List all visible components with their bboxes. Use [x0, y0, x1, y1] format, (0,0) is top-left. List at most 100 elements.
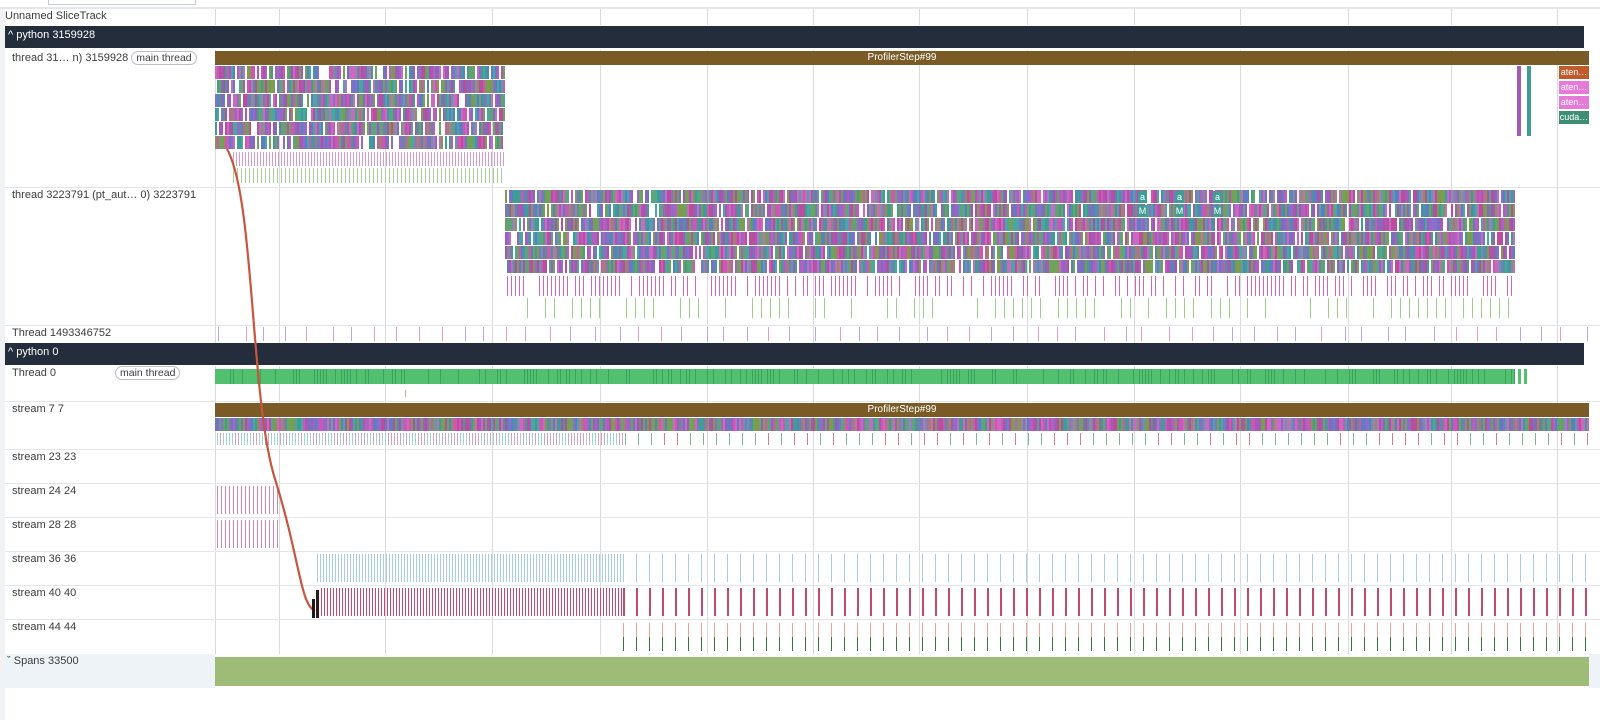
- slice-bar[interactable]: [475, 80, 477, 93]
- slice-bar[interactable]: [416, 152, 417, 166]
- slice-bar[interactable]: [259, 94, 261, 107]
- slice-bar[interactable]: [845, 190, 847, 203]
- slice-bar[interactable]: [835, 232, 837, 245]
- slice-bar[interactable]: [441, 168, 442, 183]
- slice-bar[interactable]: [1101, 218, 1103, 231]
- slice-bar[interactable]: [889, 204, 891, 217]
- slice-bar[interactable]: [333, 168, 334, 183]
- slice-bar[interactable]: [250, 433, 251, 445]
- slice-bar[interactable]: [821, 232, 823, 245]
- slice-bar[interactable]: [449, 80, 451, 93]
- slice-bar[interactable]: [1430, 369, 1431, 384]
- slice-bar[interactable]: [1085, 232, 1087, 245]
- slice-bar[interactable]: [1007, 218, 1009, 231]
- slice-bar[interactable]: [361, 66, 363, 79]
- slice-bar[interactable]: [415, 108, 417, 121]
- slice-bar[interactable]: [531, 246, 533, 259]
- slice-bar[interactable]: [1459, 276, 1460, 296]
- slice-bar[interactable]: [919, 260, 921, 273]
- slice-bar[interactable]: [1049, 218, 1051, 231]
- slice-bar[interactable]: [425, 136, 427, 149]
- slice-bar[interactable]: [1025, 190, 1027, 203]
- slice-bar[interactable]: [1373, 204, 1375, 217]
- slice-bar[interactable]: [1091, 190, 1093, 203]
- slice-bar[interactable]: [511, 246, 513, 259]
- slice-bar[interactable]: [537, 190, 539, 203]
- slice-bar[interactable]: [723, 276, 724, 296]
- slice-bar[interactable]: [1145, 218, 1147, 231]
- slice-bar[interactable]: [561, 246, 563, 259]
- slice-bar[interactable]: [591, 276, 592, 296]
- slice-bar[interactable]: [1151, 276, 1152, 296]
- slice-bar[interactable]: [935, 232, 937, 245]
- slice-bar[interactable]: [689, 190, 691, 203]
- slice-bar[interactable]: [687, 218, 689, 231]
- slice-bar[interactable]: [1317, 190, 1319, 203]
- slice-bar[interactable]: [887, 369, 888, 384]
- slice-bar[interactable]: [1443, 190, 1445, 203]
- slice-bar[interactable]: [697, 232, 699, 245]
- slice-bar[interactable]: [1363, 190, 1365, 203]
- slice-bar[interactable]: [638, 327, 639, 341]
- slice-bar[interactable]: [1315, 232, 1317, 245]
- slice-bar[interactable]: [1025, 232, 1027, 245]
- slice-bar[interactable]: [653, 232, 655, 245]
- slice-bar[interactable]: [1303, 218, 1305, 231]
- slice-bar[interactable]: [287, 136, 289, 149]
- slice-bar[interactable]: [531, 190, 533, 203]
- slice-bar[interactable]: [643, 232, 645, 245]
- slice-bar[interactable]: [1514, 369, 1515, 384]
- slice-bar[interactable]: [446, 152, 447, 166]
- slice-bar[interactable]: [381, 94, 383, 107]
- slice-bar[interactable]: [715, 218, 717, 231]
- slice-bar[interactable]: [1261, 190, 1263, 203]
- slice-bar[interactable]: [931, 218, 933, 231]
- slice-bar[interactable]: [1181, 232, 1183, 245]
- slice-bar[interactable]: [451, 66, 453, 79]
- slice-bar[interactable]: [657, 232, 659, 245]
- slice-bar[interactable]: [669, 204, 671, 217]
- slice-bar[interactable]: [1254, 327, 1255, 341]
- slice-bar[interactable]: [383, 136, 385, 149]
- slice-bar[interactable]: [465, 108, 467, 121]
- slice-bar[interactable]: [447, 94, 449, 107]
- slice-bar[interactable]: [332, 152, 333, 166]
- slice-bar[interactable]: [1193, 298, 1194, 318]
- slice-bar[interactable]: [1419, 232, 1421, 245]
- slice-bar[interactable]: [1211, 190, 1213, 203]
- slice-bar[interactable]: [1101, 204, 1103, 217]
- slice-bar[interactable]: [995, 232, 997, 245]
- slice-bar[interactable]: [707, 369, 708, 384]
- slice-bar[interactable]: [735, 190, 737, 203]
- slice-bar[interactable]: [881, 218, 883, 231]
- slice-bar[interactable]: [263, 108, 265, 121]
- slice-bar[interactable]: [1313, 218, 1315, 231]
- slice-bar[interactable]: [1055, 276, 1056, 296]
- slice-bar[interactable]: [633, 246, 635, 259]
- slice-bar[interactable]: [969, 204, 971, 217]
- slice-bar[interactable]: [1255, 204, 1257, 217]
- slice-bar[interactable]: [1351, 276, 1352, 296]
- slice-bar[interactable]: [1075, 232, 1077, 245]
- slice-bar[interactable]: [227, 80, 229, 93]
- slice-bar[interactable]: [1335, 218, 1337, 231]
- slice-bar[interactable]: [375, 66, 377, 79]
- slice-bar[interactable]: [389, 168, 390, 183]
- slice-bar[interactable]: [509, 246, 511, 259]
- slice-bar[interactable]: [301, 168, 302, 183]
- slice-bar[interactable]: [873, 260, 875, 273]
- slice-bar[interactable]: [573, 204, 575, 217]
- slice-bar[interactable]: [527, 190, 529, 203]
- slice-bar[interactable]: [1013, 204, 1015, 217]
- slice-bar[interactable]: [1295, 218, 1297, 231]
- slice-bar[interactable]: [533, 369, 534, 384]
- slice-bar[interactable]: [463, 108, 465, 121]
- slice-bar[interactable]: [743, 232, 745, 245]
- slice-bar[interactable]: [1023, 204, 1025, 217]
- slice-bar[interactable]: [1457, 232, 1459, 245]
- slice-bar[interactable]: [619, 276, 620, 296]
- slice-bar[interactable]: [607, 246, 609, 259]
- slice-bar[interactable]: [395, 108, 397, 121]
- slice-bar[interactable]: [727, 204, 729, 217]
- slice-bar[interactable]: [1497, 218, 1499, 231]
